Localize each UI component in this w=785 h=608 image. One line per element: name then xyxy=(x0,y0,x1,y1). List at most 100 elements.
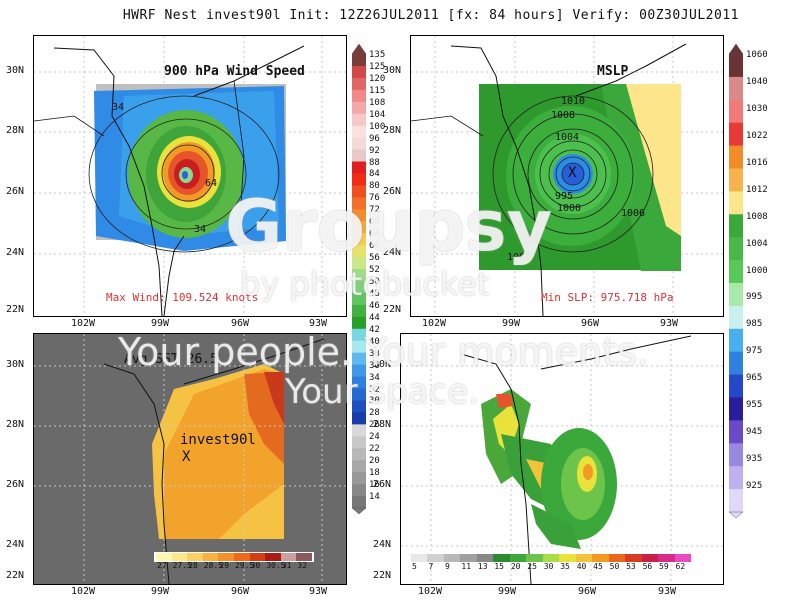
axis-tick-label: 99W xyxy=(151,586,170,597)
colorbar-tick-label: 13 xyxy=(477,562,488,571)
colorbar-tick-label: 36 xyxy=(369,360,380,371)
colorbar-tick-label: 29 xyxy=(219,561,230,570)
colorbar-swatch xyxy=(542,554,560,562)
colorbar-tick-label: 30 xyxy=(250,561,261,570)
axis-tick-label: 96W xyxy=(581,318,600,329)
colorbar-tick-label: 34 xyxy=(369,372,380,383)
colorbar-tick-label: 120 xyxy=(369,73,386,84)
mslp-map xyxy=(411,36,723,316)
colorbar-swatch xyxy=(234,553,251,561)
axis-tick-label: 96W xyxy=(578,586,597,597)
colorbar-tick-label: 14 xyxy=(369,492,380,503)
max-wind-note: Max Wind: 109.524 knots xyxy=(106,291,259,304)
colorbar-tick-label: 64 xyxy=(369,229,380,240)
colorbar-tick-label: 68 xyxy=(369,217,380,228)
colorbar-tick-label: 100 xyxy=(369,121,386,132)
colorbar-tick-label: 108 xyxy=(369,97,386,108)
colorbar-tick-label: 76 xyxy=(369,193,380,204)
colorbar-swatch xyxy=(202,553,219,561)
colorbar-tick-label: 135 xyxy=(369,50,386,60)
colorbar-swatch xyxy=(296,553,313,561)
colorbar-tick-label: 125 xyxy=(369,61,386,72)
axis-tick-label: 102W xyxy=(418,586,443,597)
axis-tick-label: 24N xyxy=(373,539,392,550)
axis-tick-label: 26N xyxy=(6,479,25,490)
colorbar-swatch xyxy=(171,553,188,561)
axis-tick-label: 99W xyxy=(498,586,517,597)
axis-tick-label: 22N xyxy=(373,570,392,581)
axis-tick-label: 102W xyxy=(71,586,96,597)
colorbar-tick-label: 995 xyxy=(746,292,763,303)
axis-tick-label: 22N xyxy=(6,304,25,315)
wind-speed-map xyxy=(34,36,346,316)
colorbar-tick-label: 60 xyxy=(369,241,380,252)
colorbar-swatch xyxy=(559,554,577,562)
sst-colorbar xyxy=(156,553,313,561)
colorbar-swatch xyxy=(674,554,692,562)
axis-tick-label: 26N xyxy=(383,186,402,197)
colorbar-tick-label: 1040 xyxy=(746,76,768,87)
colorbar-tick-label: 11 xyxy=(461,562,472,571)
axis-tick-label: 30N xyxy=(373,359,392,370)
colorbar-tick-label: 1030 xyxy=(746,103,768,114)
axis-tick-label: 22N xyxy=(6,570,25,581)
wind-speed-panel: 900 hPa Wind Speed 34 64 34 Max Wind: 10… xyxy=(33,35,347,317)
colorbar-tick-label: 16 xyxy=(369,480,380,491)
colorbar-tick-label: 40 xyxy=(576,562,587,571)
contour-label: 64 xyxy=(205,178,218,189)
colorbar-tick-label: 1060 xyxy=(746,50,768,60)
contour-label: 1000 xyxy=(557,203,582,214)
axis-tick-label: 30N xyxy=(383,65,402,76)
mslp-panel-title: MSLP xyxy=(597,64,629,79)
axis-tick-label: 30N xyxy=(6,359,25,370)
storm-position-mark: X xyxy=(182,449,191,465)
colorbar-tick-label: 62 xyxy=(675,562,686,571)
colorbar-tick-label: 42 xyxy=(369,324,380,335)
colorbar-swatch xyxy=(509,554,527,562)
axis-tick-label: 26N xyxy=(373,479,392,490)
colorbar-tick-label: 72 xyxy=(369,205,380,216)
colorbar-swatch xyxy=(265,553,282,561)
colorbar-tick-label: 1016 xyxy=(746,157,768,168)
colorbar-tick-label: 1004 xyxy=(746,238,768,249)
colorbar-tick-label: 56 xyxy=(642,562,653,571)
axis-tick-label: 96W xyxy=(231,318,250,329)
colorbar-tick-label: 27 xyxy=(157,561,167,570)
colorbar-tick-label: 26 xyxy=(369,420,380,431)
colorbar-swatch xyxy=(460,554,478,562)
colorbar-tick-label: 30.5 xyxy=(266,561,286,570)
min-slp-note: Min SLP: 975.718 hPa xyxy=(541,291,674,304)
colorbar-tick-label: 5 xyxy=(412,562,417,571)
colorbar-tick-label: 935 xyxy=(746,454,763,465)
axis-tick-label: 22N xyxy=(383,304,402,315)
precip-panel: 5 7 9 11 13 15 20 25 30 35 40 45 50 53 56 59 62 xyxy=(400,333,724,585)
colorbar-tick-label: 9 xyxy=(444,562,450,571)
colorbar-tick-label: 32 xyxy=(297,561,308,570)
colorbar-swatch xyxy=(592,554,610,562)
colorbar-tick-label: 48 xyxy=(369,288,380,299)
colorbar-tick-label: 92 xyxy=(369,145,380,156)
contour-label: 1006 xyxy=(621,208,646,219)
colorbar-tick-label: 1000 xyxy=(746,265,768,276)
axis-tick-label: 24N xyxy=(6,539,25,550)
axis-tick-label: 99W xyxy=(502,318,521,329)
colorbar-swatch xyxy=(476,554,494,562)
colorbar-tick-label: 44 xyxy=(369,312,380,323)
mslp-colorbar xyxy=(728,43,744,519)
colorbar-swatch xyxy=(526,554,544,562)
colorbar-tick-label: 1012 xyxy=(746,184,768,195)
low-center-mark: X xyxy=(568,165,577,181)
colorbar-tick-label: 59 xyxy=(659,562,669,571)
colorbar-tick-label: 50 xyxy=(369,277,380,287)
colorbar-tick-label: 38 xyxy=(369,348,380,359)
colorbar-tick-label: 975 xyxy=(746,346,763,357)
contour-label: 1004 xyxy=(555,132,580,143)
colorbar-swatch xyxy=(249,553,266,561)
colorbar-tick-label: 925 xyxy=(746,481,763,492)
colorbar-tick-label: 22 xyxy=(369,444,380,455)
axis-tick-label: 93W xyxy=(309,318,328,329)
colorbar-tick-label: 24 xyxy=(369,432,380,443)
contour-label: 1010 xyxy=(561,96,586,107)
axis-tick-label: 93W xyxy=(309,586,328,597)
colorbar-tick-label: 28.5 xyxy=(203,561,224,570)
